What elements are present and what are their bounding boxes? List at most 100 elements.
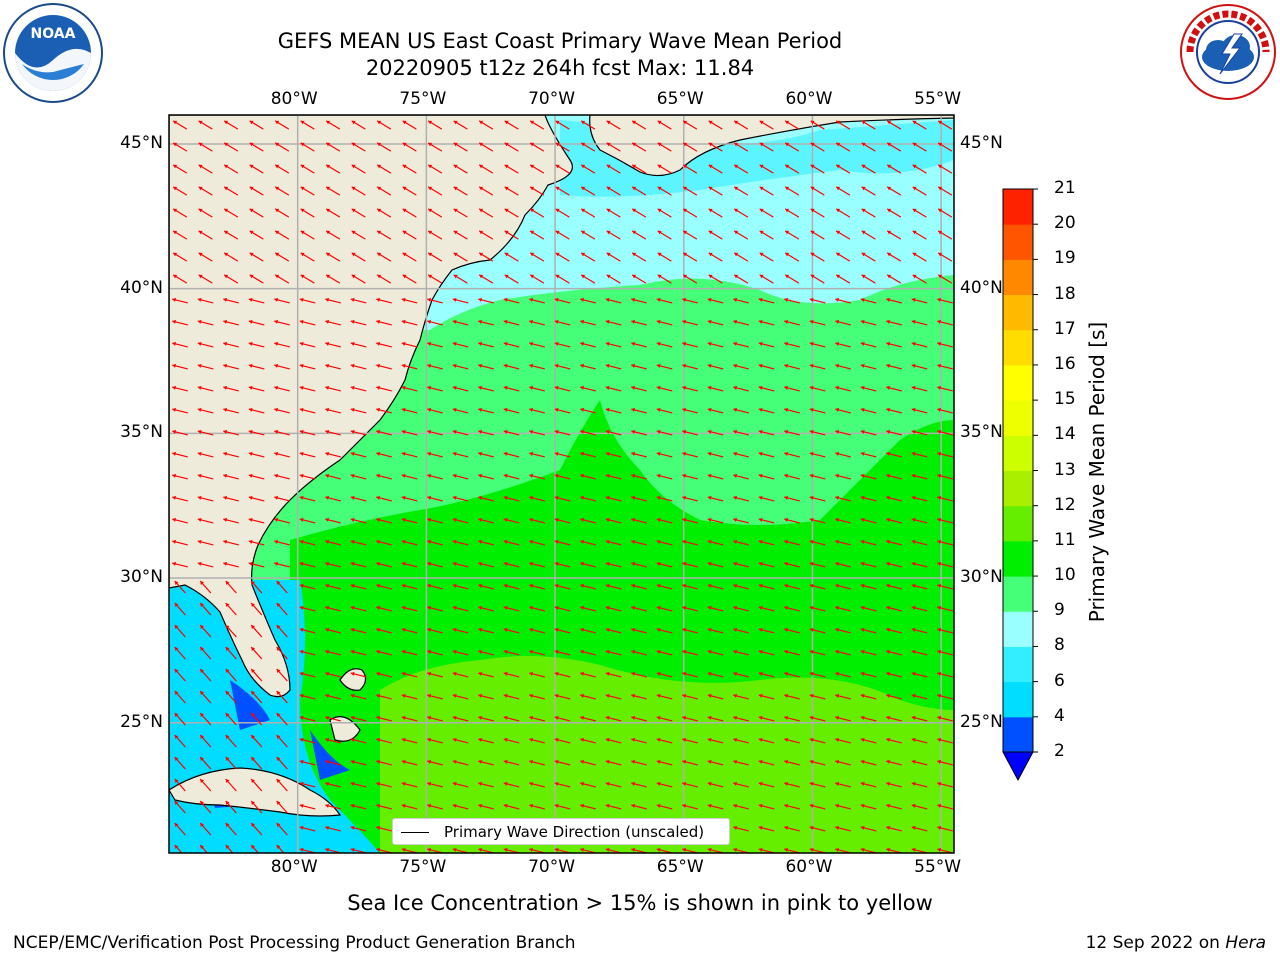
- colorbar-tick-label: 6: [1054, 670, 1065, 691]
- wave-arrow: [937, 759, 953, 766]
- wave-arrow: [350, 605, 367, 612]
- wave-arrow: [656, 561, 673, 568]
- wave-arrow: [860, 781, 877, 788]
- wave-arrow: [452, 583, 469, 590]
- wave-arrow: [937, 671, 953, 678]
- wave-arrow: [198, 208, 213, 218]
- wave-arrow: [223, 208, 239, 218]
- wave-arrow: [325, 803, 341, 810]
- wave-arrow: [554, 297, 571, 304]
- wave-arrow: [656, 759, 673, 766]
- wave-arrow: [860, 429, 877, 436]
- wave-arrow: [911, 495, 928, 502]
- wave-arrow: [503, 671, 520, 678]
- wave-arrow: [503, 539, 520, 546]
- wave-arrow: [656, 319, 673, 326]
- wave-arrow: [250, 602, 263, 616]
- wave-arrow: [937, 539, 953, 546]
- wave-arrow: [605, 693, 622, 700]
- wave-arrow: [376, 120, 392, 130]
- wave-arrow: [300, 274, 315, 284]
- wave-arrow: [401, 781, 418, 788]
- wave-arrow: [708, 164, 723, 174]
- wave-arrow: [276, 624, 288, 638]
- colorbar-tick-label: 16: [1054, 353, 1076, 374]
- wave-arrow: [351, 274, 366, 284]
- wave-arrow: [606, 208, 621, 218]
- wave-arrow: [784, 164, 800, 174]
- wave-arrow: [911, 715, 928, 722]
- wave-arrow: [350, 781, 367, 788]
- wave-arrow: [605, 561, 622, 568]
- wave-arrow: [478, 649, 494, 656]
- wave-arrow: [350, 495, 367, 502]
- wave-arrow: [758, 429, 775, 436]
- wave-arrow: [427, 715, 443, 722]
- wave-arrow: [325, 274, 341, 284]
- wave-arrow: [478, 164, 494, 174]
- wave-arrow: [555, 164, 570, 174]
- wave-arrow: [478, 583, 494, 590]
- wave-arrow: [248, 363, 265, 370]
- wave-arrow: [605, 671, 622, 678]
- colorbar-tick-label: 21: [1054, 178, 1076, 198]
- wave-arrow: [199, 602, 212, 616]
- wave-arrow: [733, 429, 749, 436]
- wave-arrow: [733, 142, 749, 152]
- wave-arrow: [758, 825, 775, 832]
- wave-arrow: [276, 646, 288, 660]
- wave-arrow: [733, 120, 749, 130]
- wave-arrow: [376, 473, 392, 480]
- colorbar-tick-label: 12: [1054, 494, 1076, 515]
- wave-arrow: [809, 319, 826, 326]
- wave-arrow: [299, 539, 316, 546]
- lon-label: 60°W: [785, 857, 833, 877]
- wave-arrow: [631, 186, 647, 196]
- wave-arrow: [427, 583, 443, 590]
- wave-arrow: [835, 605, 851, 612]
- canada-maritimes: [589, 115, 954, 177]
- wave-arrow: [605, 385, 622, 392]
- wave-arrow: [580, 671, 596, 678]
- wave-arrow: [758, 363, 775, 370]
- wave-arrow: [937, 186, 953, 196]
- wave-arrow: [199, 646, 212, 660]
- wave-arrow: [784, 252, 800, 262]
- wave-arrow: [376, 164, 392, 174]
- wave-arrow: [172, 539, 188, 546]
- wave-arrow: [274, 495, 290, 502]
- wave-arrow: [402, 186, 417, 196]
- wave-arrow: [861, 120, 876, 130]
- wave-arrow: [733, 517, 749, 524]
- wave-arrow: [733, 319, 749, 326]
- wave-arrow: [274, 252, 290, 262]
- wave-arrow: [223, 274, 239, 284]
- wave-arrow: [453, 186, 468, 196]
- wave-arrow: [809, 825, 826, 832]
- wave-arrow: [529, 341, 545, 348]
- wave-arrow: [912, 186, 927, 196]
- wave-arrow: [401, 495, 418, 502]
- colorbar-under-extension: [1002, 751, 1034, 782]
- wave-arrow: [350, 693, 367, 700]
- wave-arrow: [886, 429, 902, 436]
- wave-arrow: [503, 495, 520, 502]
- wave-arrow: [860, 407, 877, 414]
- wave-arrow: [733, 164, 749, 174]
- wave-arrow: [250, 580, 263, 594]
- wave-arrow: [605, 781, 622, 788]
- colorbar-tick-label: 11: [1054, 529, 1076, 550]
- wave-arrow: [809, 671, 826, 678]
- wave-arrow: [835, 671, 851, 678]
- wave-arrow: [376, 495, 392, 502]
- wave-arrow: [427, 208, 443, 218]
- wave-arrow: [529, 186, 545, 196]
- wave-arrow: [835, 274, 851, 284]
- wave-arrow: [758, 495, 775, 502]
- wave-arrow: [733, 230, 749, 240]
- wave-arrow: [174, 646, 186, 660]
- wave-arrow: [223, 164, 239, 174]
- wave-arrow: [784, 583, 800, 590]
- wave-arrow: [809, 473, 826, 480]
- wave-arrow: [784, 539, 800, 546]
